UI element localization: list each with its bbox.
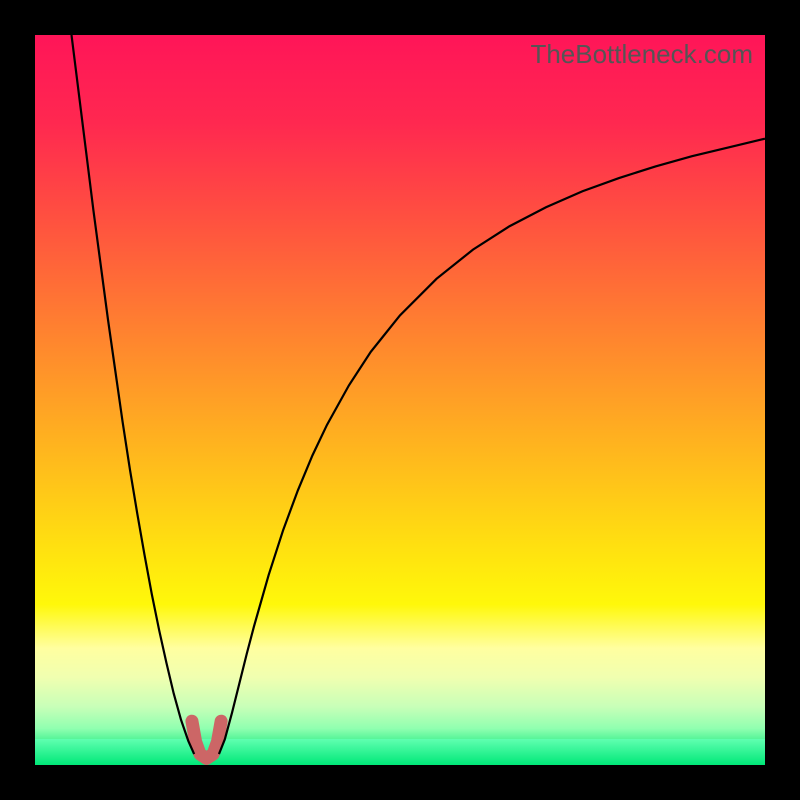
watermark-text: TheBottleneck.com	[530, 39, 753, 70]
valley-marker-path	[192, 721, 221, 758]
curve-left-path	[72, 35, 195, 754]
curve-layer	[35, 35, 765, 765]
curve-right-path	[219, 139, 765, 754]
plot-area	[35, 35, 765, 765]
chart-frame: TheBottleneck.com	[0, 0, 800, 800]
